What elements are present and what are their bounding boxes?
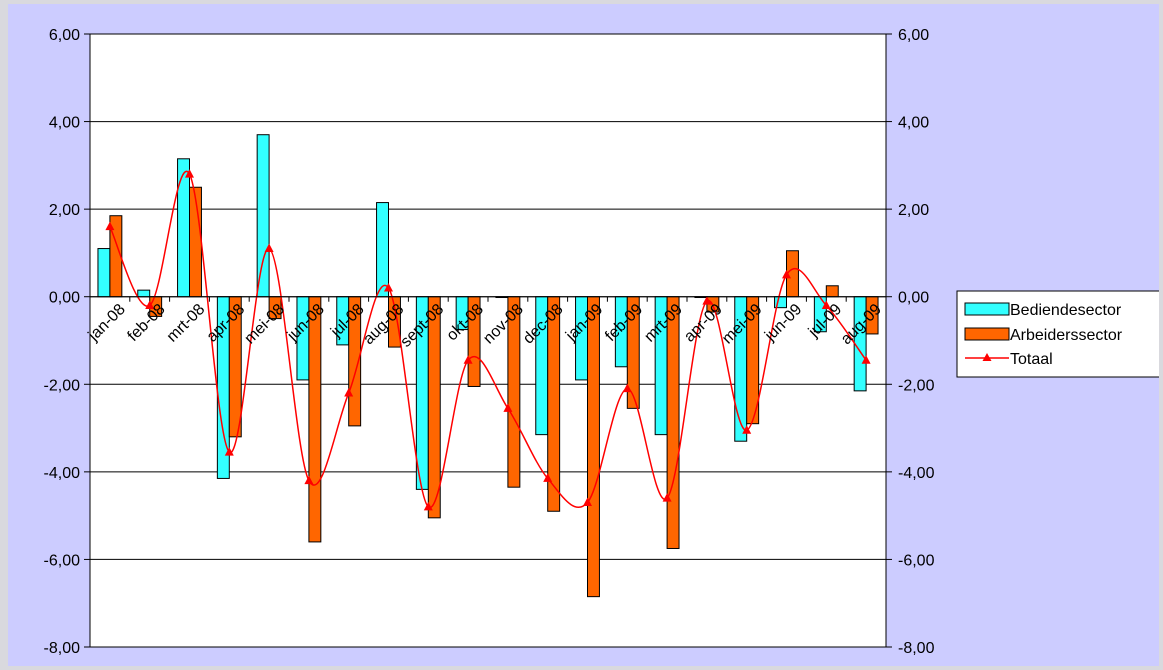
totaal-point-sept-08 bbox=[423, 501, 433, 511]
totaal-point-apr-08 bbox=[224, 447, 234, 456]
totaal-point-jul-09 bbox=[821, 300, 831, 309]
y-tick-label-left: 2,00 bbox=[49, 202, 80, 219]
bar-bediendesector-jan-08 bbox=[97, 248, 111, 298]
y-tick-label-right: -2,00 bbox=[898, 377, 935, 394]
bar-arbeiderssector-jul-09 bbox=[825, 285, 839, 298]
totaal-point-jan-08 bbox=[105, 221, 115, 231]
legend-swatch-bediendesector bbox=[964, 302, 1010, 316]
y-tick-label-left: -4,00 bbox=[44, 465, 81, 482]
chart: 6,00 4,00 2,00 0,00 -2,00 -4,00 -6,00 -8,00 6,0… bbox=[44, 27, 1159, 657]
totaal-point-nov-08 bbox=[503, 403, 513, 412]
legend: Bediendesector Arbeiderssector Totaal bbox=[956, 290, 1159, 378]
bar-bediendesector-mei-08 bbox=[256, 134, 270, 298]
y-tick-label-left: -2,00 bbox=[44, 377, 81, 394]
totaal-point-aug-08 bbox=[384, 282, 393, 292]
bar-arbeiderssector-mrt-08 bbox=[189, 186, 202, 298]
totaal-point-okt-08 bbox=[463, 355, 473, 364]
totaal-point-mei-08 bbox=[264, 243, 274, 253]
y-tick-label-right: -4,00 bbox=[898, 465, 935, 482]
y-tick-label-left: 6,00 bbox=[49, 27, 80, 44]
legend-label-arbeiderssector: Arbeiderssector bbox=[1010, 327, 1123, 344]
bar-arbeiderssector-jun-08 bbox=[308, 296, 322, 543]
legend-marker-totaal bbox=[982, 353, 992, 361]
y-tick-label-right: -6,00 bbox=[898, 552, 935, 569]
totaal-point-apr-09 bbox=[702, 296, 712, 305]
y-tick-label-right: 0,00 bbox=[898, 290, 929, 307]
totaal-point-jun-08 bbox=[304, 475, 314, 485]
legend-label-totaal: Totaal bbox=[1010, 351, 1053, 368]
y-tick-label-right: 2,00 bbox=[898, 202, 929, 219]
y-tick-label-left: 0,00 bbox=[49, 290, 80, 307]
totaal-point-feb-08 bbox=[145, 300, 155, 309]
totaal-point-dec-08 bbox=[543, 473, 553, 482]
totaal-point-jul-08 bbox=[344, 388, 354, 397]
y-tick-label-right: 6,00 bbox=[898, 27, 929, 44]
totaal-point-aug-09 bbox=[861, 355, 871, 364]
chart-area: 6,00 4,00 2,00 0,00 -2,00 -4,00 -6,00 -8,00 6,0… bbox=[8, 4, 1159, 666]
legend-label-bediendesector: Bediendesector bbox=[1010, 302, 1122, 319]
totaal-point-jun-09 bbox=[782, 269, 791, 279]
y-tick-label-left: -6,00 bbox=[44, 552, 81, 569]
totaal-point-jan-09 bbox=[583, 497, 592, 507]
bar-arbeiderssector-mrt-09 bbox=[666, 296, 680, 549]
y-tick-label-right: 4,00 bbox=[898, 115, 929, 132]
totaal-point-mei-09 bbox=[742, 425, 752, 434]
y-tick-label-left: 4,00 bbox=[49, 115, 80, 132]
bar-arbeiderssector-jan-09 bbox=[587, 296, 600, 598]
bar-bediendesector-feb-08 bbox=[137, 289, 151, 298]
totaal-point-mrt-08 bbox=[185, 169, 194, 178]
totaal-point-feb-09 bbox=[622, 383, 632, 393]
bar-bediendesector-mrt-08 bbox=[177, 158, 190, 298]
legend-swatch-arbeiderssector bbox=[964, 327, 1010, 341]
bar-bediendesector-aug-08 bbox=[376, 202, 389, 298]
totaal-point-mrt-09 bbox=[662, 493, 672, 502]
y-tick-label-right: -8,00 bbox=[898, 640, 935, 657]
y-tick-label-left: -8,00 bbox=[44, 640, 81, 657]
